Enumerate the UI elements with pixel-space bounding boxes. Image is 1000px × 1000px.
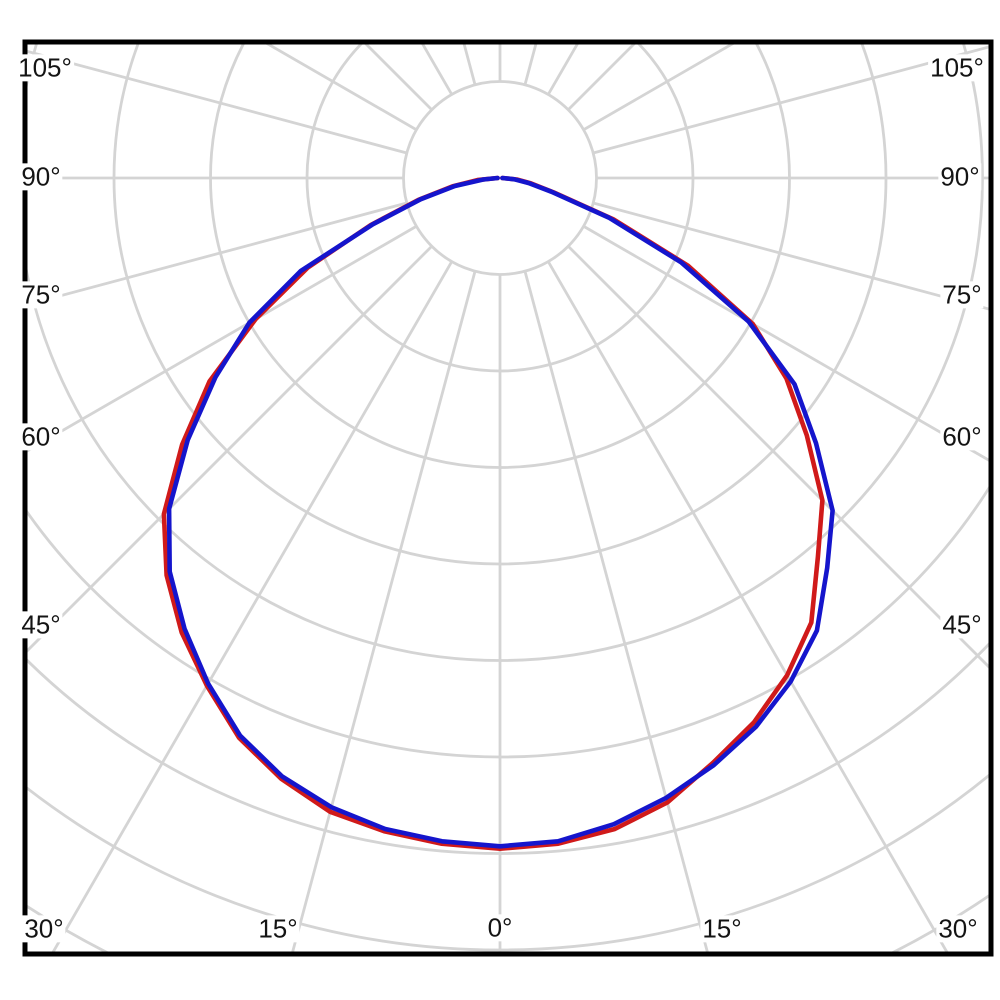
- angle-label-right-90deg: 90°: [938, 161, 982, 192]
- angle-label-right-75deg: 75°: [940, 279, 984, 310]
- grid-angle-line: [27, 245, 433, 653]
- angle-label-right-60deg: 60°: [940, 421, 984, 452]
- angle-label-bottom-15deg: 15°: [700, 913, 744, 944]
- angle-label-left-75deg: 75°: [19, 279, 63, 310]
- plot-border: [22, 39, 994, 957]
- grid-angle-line: [27, 201, 408, 307]
- angle-label-bottom-15deg: 15°: [256, 913, 300, 944]
- angle-label-bottom-30deg: 30°: [22, 913, 66, 944]
- grid-angle-line: [51, 260, 453, 952]
- curve-blue: [166, 175, 835, 849]
- grid-angle-line: [27, 49, 408, 155]
- grid-angle-line: [523, 270, 709, 952]
- angle-label-left-105deg: 105°: [16, 52, 74, 83]
- angle-label-bottom-30deg: 30°: [936, 913, 980, 944]
- angle-label-left-45deg: 45°: [19, 609, 63, 640]
- angle-label-bottom-0deg: 0°: [485, 912, 515, 943]
- grid-angle-line: [291, 270, 477, 952]
- grid-angle-line: [582, 225, 989, 462]
- grid-angle-line: [547, 260, 949, 952]
- angle-label-right-45deg: 45°: [940, 609, 984, 640]
- angle-label-left-90deg: 90°: [19, 161, 63, 192]
- angle-label-left-60deg: 60°: [19, 421, 63, 452]
- grid-angle-line: [592, 45, 989, 155]
- angle-label-right-105deg: 105°: [928, 52, 986, 83]
- grid-ring: [402, 80, 598, 276]
- grid-angle-line: [27, 225, 418, 453]
- grid-angle-line: [567, 245, 989, 669]
- curve-red: [161, 175, 825, 851]
- grid-angle-line: [592, 201, 989, 311]
